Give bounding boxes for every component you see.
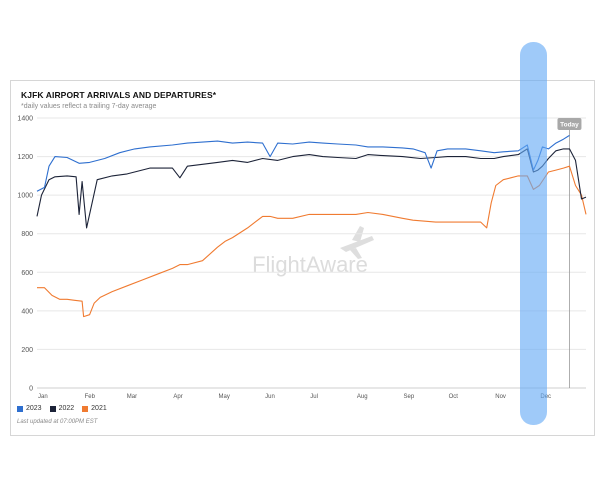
chart-subtitle: *daily values reflect a trailing 7-day a… xyxy=(21,103,157,110)
x-tick-label: Jun xyxy=(265,394,275,400)
x-tick-label: Nov xyxy=(495,394,506,400)
legend-item-2021[interactable]: 2021 xyxy=(82,405,107,412)
y-tick-label: 400 xyxy=(21,308,33,315)
x-tick-label: May xyxy=(218,394,229,400)
legend-label-2021: 2021 xyxy=(91,405,107,412)
x-tick-label: Apr xyxy=(173,394,182,400)
highlight-overlay xyxy=(520,42,547,425)
legend-swatch-2022 xyxy=(49,405,56,412)
watermark-text: FlightAware xyxy=(252,252,368,277)
legend-swatch-2021 xyxy=(82,405,89,412)
legend-swatch-2023 xyxy=(17,405,23,412)
series-line-2022 xyxy=(36,148,587,229)
y-tick-label: 800 xyxy=(21,231,33,238)
x-tick-label: Mar xyxy=(127,394,137,400)
series-line-2023 xyxy=(36,134,570,192)
legend-item-2023[interactable]: 2023 xyxy=(17,405,42,412)
today-badge xyxy=(557,118,582,130)
today-label: Today xyxy=(560,122,579,129)
y-tick-label: 1400 xyxy=(17,116,33,123)
y-tick-label: 0 xyxy=(29,386,33,393)
x-tick-label: Aug xyxy=(357,394,368,400)
last-updated-text: Last updated at 07:00PM EST xyxy=(17,419,98,425)
y-tick-label: 1000 xyxy=(17,193,33,200)
y-tick-label: 600 xyxy=(21,270,33,277)
watermark-plane-icon xyxy=(340,226,374,259)
legend-label-2023: 2023 xyxy=(26,405,42,412)
x-tick-label: Feb xyxy=(85,394,96,400)
x-tick-label: Sep xyxy=(403,394,414,400)
x-tick-label: Jul xyxy=(310,394,318,400)
chart-title: KJFK AIRPORT ARRIVALS AND DEPARTURES* xyxy=(21,90,217,100)
legend-label-2022: 2022 xyxy=(58,405,75,412)
y-tick-label: 200 xyxy=(21,347,33,354)
chart-card xyxy=(10,80,595,436)
chart-legend: 2023 2022 2021 xyxy=(17,405,107,412)
x-tick-label: Oct xyxy=(449,394,459,400)
x-tick-label: Jan xyxy=(38,394,48,400)
legend-item-2022[interactable]: 2022 xyxy=(49,405,75,412)
y-tick-label: 1200 xyxy=(17,154,33,161)
series-line-2021 xyxy=(37,165,587,318)
